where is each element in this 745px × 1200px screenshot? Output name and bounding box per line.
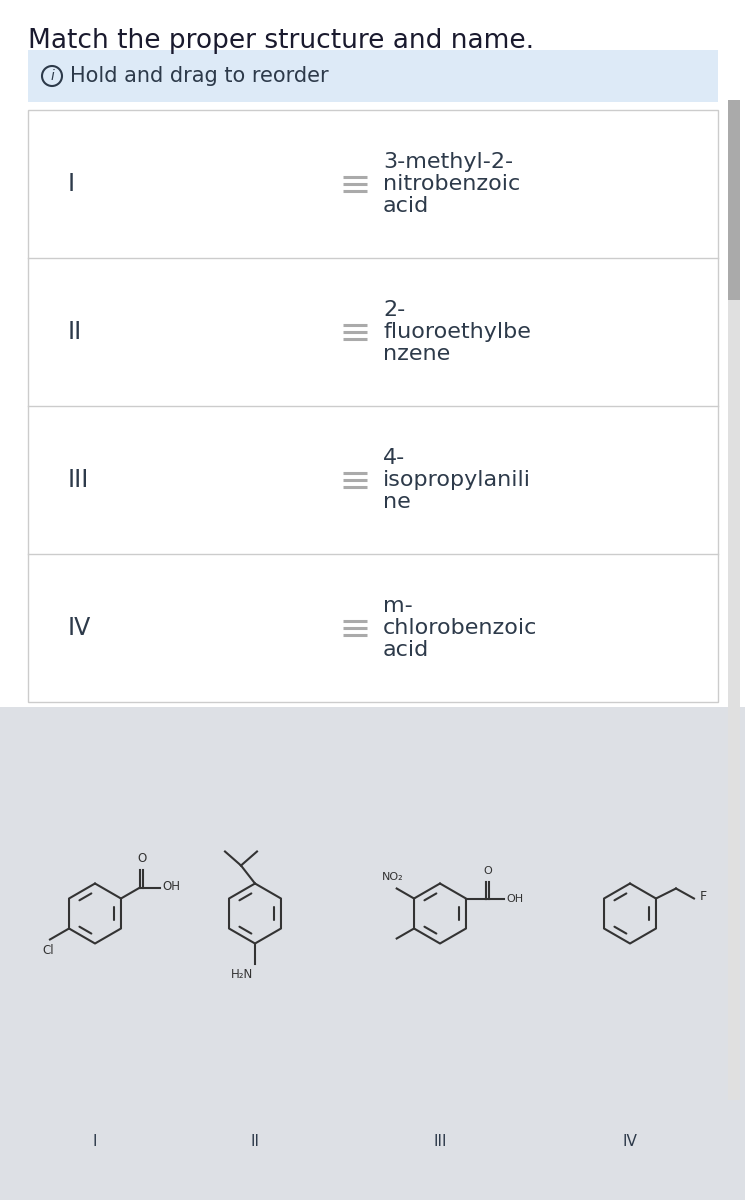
Text: 2-: 2- <box>383 300 405 320</box>
Text: acid: acid <box>383 640 429 660</box>
Text: O: O <box>137 852 146 864</box>
Text: IV: IV <box>68 616 91 640</box>
Text: O: O <box>483 866 492 876</box>
Text: II: II <box>250 1134 259 1150</box>
Text: OH: OH <box>506 894 523 904</box>
Text: III: III <box>434 1134 447 1150</box>
Bar <box>28 110 718 702</box>
Text: II: II <box>68 320 82 344</box>
Bar <box>728 100 740 300</box>
Text: acid: acid <box>383 196 429 216</box>
Text: 4-: 4- <box>383 448 405 468</box>
Text: III: III <box>68 468 89 492</box>
Text: i: i <box>50 68 54 83</box>
Text: nitrobenzoic: nitrobenzoic <box>383 174 520 194</box>
Text: ne: ne <box>383 492 410 512</box>
Text: fluoroethylbe: fluoroethylbe <box>383 322 531 342</box>
Text: H₂N: H₂N <box>231 967 253 980</box>
Text: m-: m- <box>383 596 413 616</box>
Text: Cl: Cl <box>42 943 54 956</box>
Text: F: F <box>700 890 707 902</box>
Text: NO₂: NO₂ <box>382 872 404 882</box>
Bar <box>728 100 740 1100</box>
Text: OH: OH <box>162 880 180 893</box>
Text: I: I <box>68 172 75 196</box>
Text: Match the proper structure and name.: Match the proper structure and name. <box>28 28 534 54</box>
Text: nzene: nzene <box>383 344 450 364</box>
Text: isopropylanili: isopropylanili <box>383 470 531 490</box>
Text: I: I <box>92 1134 98 1150</box>
Text: Hold and drag to reorder: Hold and drag to reorder <box>70 66 329 86</box>
Text: IV: IV <box>623 1134 638 1150</box>
Bar <box>0 707 745 1200</box>
Text: 3-methyl-2-: 3-methyl-2- <box>383 152 513 172</box>
Bar <box>28 50 718 102</box>
Text: chlorobenzoic: chlorobenzoic <box>383 618 537 638</box>
